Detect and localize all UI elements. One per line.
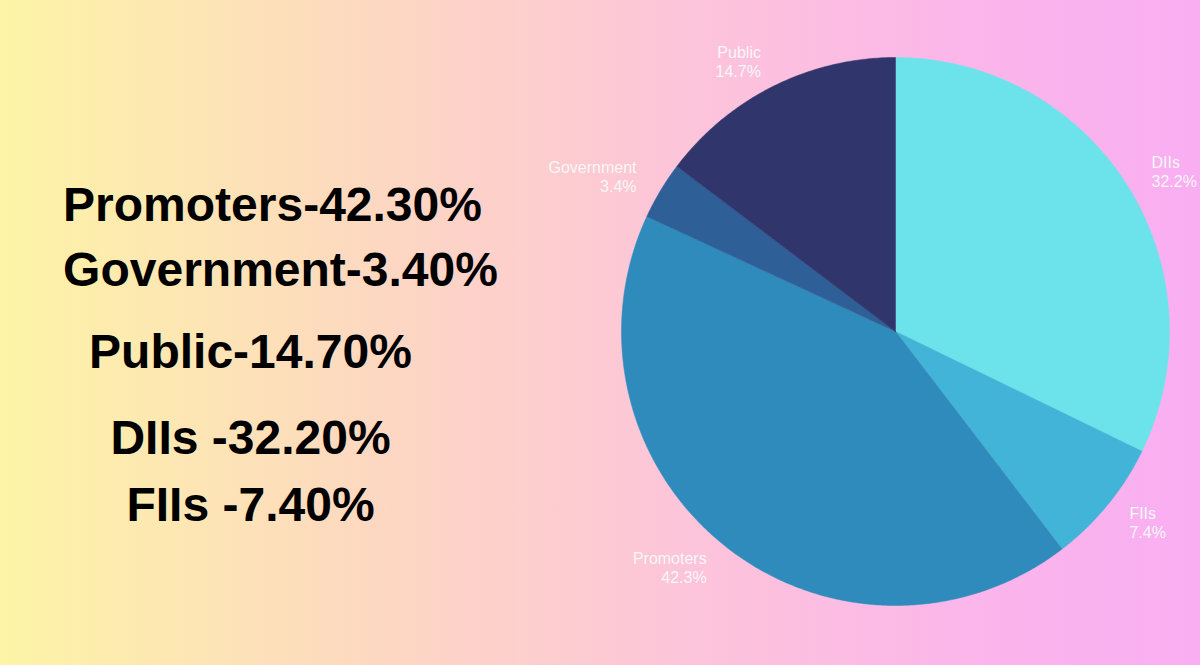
svg-text:Government3.4%: Government3.4% <box>548 159 637 195</box>
svg-text:Government-3.40%: Government-3.40% <box>63 243 498 296</box>
svg-text:Public-14.70%: Public-14.70% <box>89 325 412 378</box>
svg-text:FIIs -7.40%: FIIs -7.40% <box>126 478 374 531</box>
svg-text:Promoters42.3%: Promoters42.3% <box>633 550 707 586</box>
svg-text:Promoters-42.30%: Promoters-42.30% <box>63 178 482 231</box>
svg-text:DIIs -32.20%: DIIs -32.20% <box>110 411 390 464</box>
svg-text:DIIs32.2%: DIIs32.2% <box>1151 154 1196 190</box>
svg-text:FIIs7.4%: FIIs7.4% <box>1129 505 1165 541</box>
svg-text:Public14.7%: Public14.7% <box>716 44 761 80</box>
